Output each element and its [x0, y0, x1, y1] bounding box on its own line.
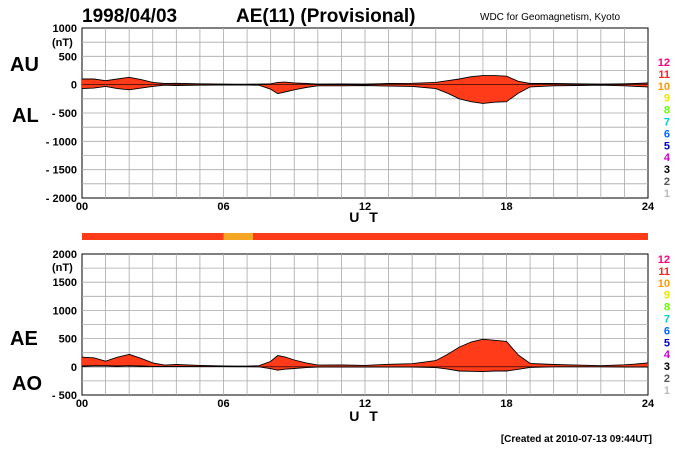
- status-bar-segment: [223, 233, 253, 240]
- upper-series-line: [82, 75, 649, 85]
- au-al-grid: [82, 28, 648, 198]
- ae-ao-x-axis-label: U T: [349, 408, 381, 424]
- station-count-label: 6: [664, 325, 670, 337]
- al-label: AL: [12, 105, 39, 127]
- station-count-label: 9: [664, 93, 670, 105]
- y-tick-label: 1000: [53, 23, 77, 35]
- station-count-label: 3: [664, 361, 670, 373]
- y-tick-label: 500: [59, 51, 77, 63]
- y-tick-label: - 2000: [46, 193, 77, 205]
- ae-ao-panel: 2000 1500 1000 500 0 - 500 00 06 12 18 24 (nT) AE…: [10, 249, 655, 424]
- station-count-label: 12: [658, 254, 670, 266]
- station-count-label: 1: [664, 188, 670, 200]
- data-status-bar: [82, 233, 648, 240]
- station-count-label: 2: [664, 373, 670, 385]
- station-count-label: 4: [664, 152, 671, 164]
- x-tick-label: 18: [500, 201, 512, 213]
- x-tick-label: 12: [359, 201, 371, 213]
- station-count-label: 3: [664, 164, 670, 176]
- station-count-label: 5: [664, 337, 670, 349]
- au-label: AU: [10, 54, 39, 76]
- y-tick-label: 1500: [53, 277, 77, 289]
- au-al-x-axis-label: U T: [349, 209, 381, 225]
- station-count-label: 2: [664, 176, 670, 188]
- x-tick-label: 24: [642, 201, 655, 213]
- date-title: 1998/04/03: [82, 6, 177, 27]
- x-tick-label: 18: [500, 398, 512, 410]
- station-count-label: 4: [664, 349, 671, 361]
- x-tick-label: 00: [76, 398, 88, 410]
- ae-ao-unit-label: (nT): [52, 262, 73, 274]
- index-range-fill: [82, 75, 648, 104]
- station-count-label: 8: [664, 302, 670, 314]
- station-count-label: 7: [664, 117, 670, 129]
- ae-label: AE: [10, 328, 38, 350]
- station-count-label: 11: [658, 69, 670, 81]
- created-timestamp: [Created at 2010-07-13 09:44UT]: [501, 434, 652, 445]
- ae-series-line: [81, 338, 649, 367]
- status-bar-segment: [252, 233, 648, 240]
- au-al-area: [81, 75, 649, 104]
- y-tick-label: 0: [71, 80, 77, 92]
- ae-ao-area: [81, 338, 649, 373]
- ao-label: AO: [12, 373, 42, 395]
- index-title: AE(11) (Provisional): [236, 6, 416, 27]
- au-al-x-ticks: 00 06 12 18 24: [76, 201, 655, 213]
- station-count-label: 9: [664, 290, 670, 302]
- station-count-label: 11: [658, 266, 670, 278]
- ae-ao-x-ticks: 00 06 12 18 24: [76, 398, 655, 410]
- au-al-panel: 1000 500 0 - 500 - 1000 - 1500 - 2000 00 06 12 18…: [10, 23, 655, 225]
- x-tick-label: 00: [76, 201, 88, 213]
- au-al-y-ticks: 1000 500 0 - 500 - 1000 - 1500 - 2000: [46, 23, 77, 205]
- source-label: WDC for Geomagnetism, Kyoto: [480, 12, 620, 23]
- y-tick-label: - 500: [52, 390, 77, 402]
- station-count-label: 12: [658, 57, 670, 69]
- station-count-label: 10: [658, 81, 670, 93]
- station-count-label: 5: [664, 140, 670, 152]
- station-count-label: 8: [664, 105, 670, 117]
- x-tick-label: 06: [217, 398, 229, 410]
- x-tick-label: 24: [642, 398, 655, 410]
- station-count-label: 7: [664, 314, 670, 326]
- y-tick-label: 1000: [53, 305, 77, 317]
- au-al-unit-label: (nT): [52, 37, 73, 49]
- lower-series-line: [81, 84, 649, 104]
- ae-ao-y-ticks: 2000 1500 1000 500 0 - 500: [52, 249, 77, 402]
- x-tick-label: 06: [217, 201, 229, 213]
- x-tick-label: 12: [359, 398, 371, 410]
- y-tick-label: - 500: [52, 108, 77, 120]
- status-bar-segment: [82, 233, 224, 240]
- y-tick-label: 2000: [53, 249, 77, 261]
- index-range-fill: [82, 339, 648, 372]
- station-count-label: 10: [658, 278, 670, 290]
- station-count-label: 1: [664, 385, 670, 397]
- y-tick-label: - 1500: [46, 165, 77, 177]
- station-count-label: 6: [664, 128, 670, 140]
- y-tick-label: - 1000: [46, 136, 77, 148]
- y-tick-label: 0: [71, 362, 77, 374]
- y-tick-label: 500: [59, 334, 77, 346]
